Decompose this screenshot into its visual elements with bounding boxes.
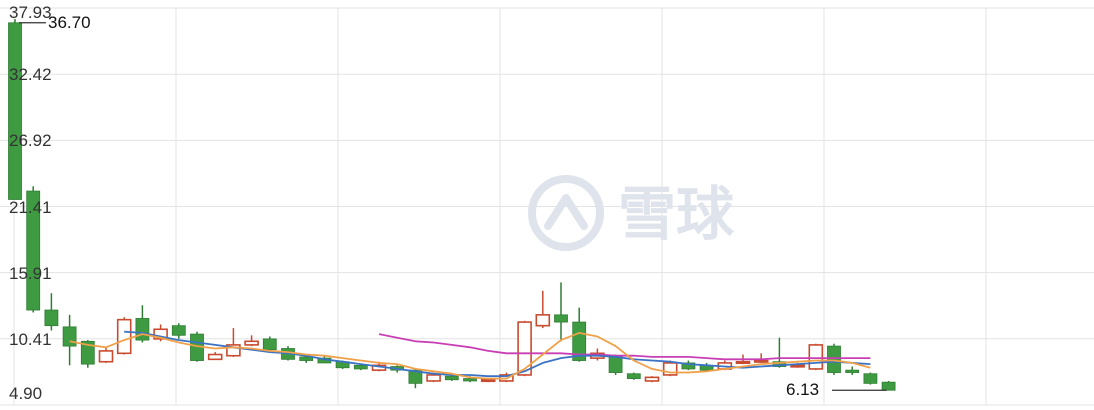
candle-body <box>262 338 277 351</box>
candle-body <box>827 345 841 373</box>
candle-body <box>535 314 551 327</box>
candle-body <box>62 326 77 347</box>
candle-body <box>299 356 314 361</box>
candle-up <box>644 376 660 383</box>
candle-body <box>244 340 259 346</box>
candle-down <box>171 323 186 339</box>
ma-short-line <box>69 331 871 380</box>
high-price-label: 36.70 <box>48 12 91 32</box>
candle-down <box>353 364 368 371</box>
high-low-markers <box>19 22 887 391</box>
candle-up <box>98 347 114 363</box>
candle-body <box>463 378 477 382</box>
candle-up <box>116 317 132 355</box>
watermark-logo-swirl <box>544 194 588 230</box>
candle-body <box>44 309 59 327</box>
candle-up <box>226 328 241 357</box>
candle-body <box>426 374 441 382</box>
y-tick-label: 37.93 <box>9 3 52 22</box>
candle-body <box>98 350 114 363</box>
candle-body <box>8 22 22 200</box>
candle-body <box>171 325 186 336</box>
candle-up <box>207 352 223 361</box>
candle-body <box>444 375 459 381</box>
candle-body <box>226 344 241 357</box>
candle-body <box>135 318 150 341</box>
y-tick-label: 4.90 <box>9 384 43 403</box>
candle-body <box>207 353 223 361</box>
candle-down <box>135 305 150 343</box>
candle-up <box>517 320 532 377</box>
candle-body <box>735 360 751 365</box>
candle-body <box>808 344 824 370</box>
candle-up <box>499 372 514 383</box>
candle-body <box>26 190 41 311</box>
grid-lines <box>0 7 1094 406</box>
candle-down <box>863 372 878 385</box>
candle-down <box>26 186 41 313</box>
candle-down <box>572 307 587 362</box>
watermark-logo-icon <box>528 175 604 251</box>
candle-body <box>153 328 168 340</box>
candle-up <box>808 343 824 371</box>
candle-down <box>845 366 860 375</box>
ma-long-line <box>378 333 871 361</box>
candle-down <box>626 372 641 380</box>
moving-average-lines <box>69 330 871 380</box>
candle-body <box>790 364 805 368</box>
candle-body <box>681 362 696 370</box>
watermark-text: 雪球 <box>618 180 735 248</box>
low-price-label: 6.13 <box>786 380 820 400</box>
candle-body <box>353 364 368 370</box>
y-tick-label: 10.41 <box>9 329 52 349</box>
candle-down <box>44 293 59 331</box>
candle-body <box>644 376 660 382</box>
watermark-logo: 雪球 <box>528 175 735 251</box>
candle-body <box>408 369 423 384</box>
y-tick-label: 26.92 <box>9 131 52 151</box>
candle-down <box>554 282 568 342</box>
y-tick-label: 15.91 <box>9 263 52 283</box>
candle-up <box>244 335 259 347</box>
candle-down <box>681 360 696 371</box>
y-tick-label: 21.41 <box>9 197 52 217</box>
candle-down <box>8 19 22 200</box>
candle-body <box>554 314 568 323</box>
candle-body <box>517 321 532 376</box>
candle-body <box>881 381 896 391</box>
candle-body <box>845 369 860 373</box>
candle-body <box>480 378 496 383</box>
candle-up <box>753 353 769 363</box>
candle-body <box>116 318 132 355</box>
candle-body <box>753 359 769 363</box>
candle-body <box>80 340 95 365</box>
candle-body <box>626 373 641 379</box>
ma-mid-line <box>124 330 871 378</box>
y-tick-label: 32.42 <box>9 65 52 85</box>
candle-body <box>572 321 587 361</box>
candle-down <box>827 343 841 375</box>
candle-up <box>535 290 551 329</box>
candle-down <box>62 314 77 366</box>
candle-down <box>262 336 277 351</box>
candle-down <box>881 380 896 391</box>
candle-body <box>863 373 878 384</box>
candle-down <box>608 354 623 375</box>
